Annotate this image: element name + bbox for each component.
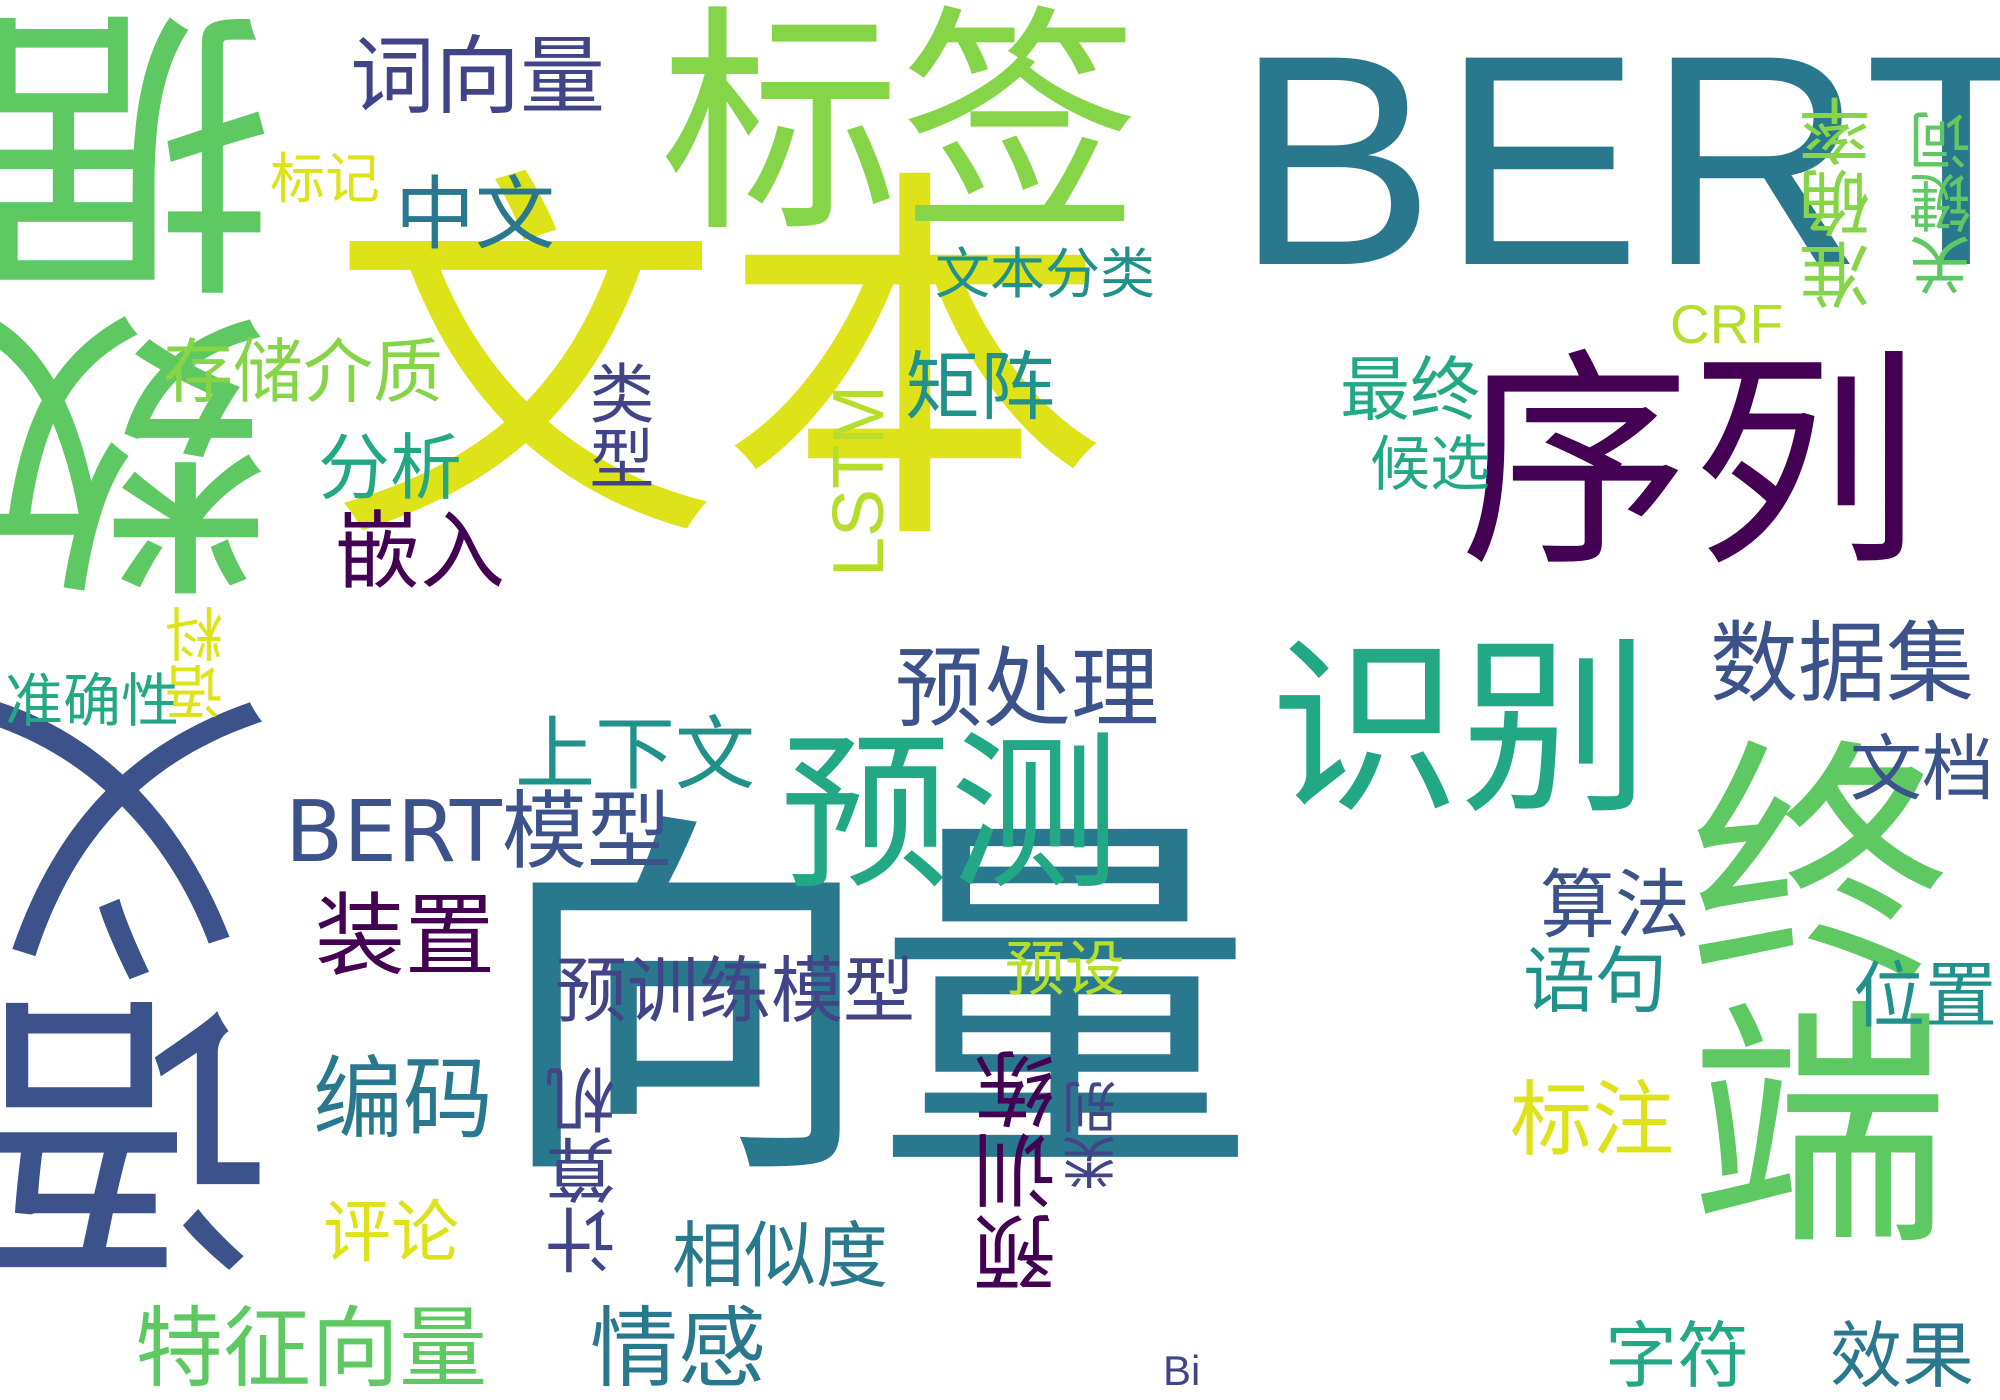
word-zhongduan: 终端 (1644, 730, 1946, 1250)
word-ciyiangliang: 词向量 (350, 28, 606, 127)
word-wenben: 文本 (330, 138, 1110, 592)
word-wenbenfenlei: 文本分类 (935, 242, 1156, 306)
word-shangxiawen: 上下文 (515, 708, 755, 801)
word-zhunquelv: 准确率 (1799, 95, 1883, 311)
word-houxuan: 候选 (1370, 430, 1490, 500)
word-pinglun: 评论 (323, 1194, 460, 1273)
word-xiangliang-big: 向量 (495, 783, 1255, 1226)
word-yuyi: 语义 (0, 690, 324, 1290)
word-juzhen: 矩阵 (905, 343, 1056, 431)
word-crf: CRF (1670, 293, 1784, 355)
word-zhongwen: 中文 (395, 168, 555, 261)
word-guanjianci: 关键词 (1909, 110, 1982, 296)
word-qianru: 嵌入 (335, 503, 506, 602)
word-qinggan: 情感 (590, 1297, 767, 1400)
word-biaozhu: 标注 (1510, 1073, 1675, 1168)
word-xiaoguo: 效果 (1830, 1314, 1975, 1398)
word-shuju: 数据 (0, 5, 324, 605)
word-yuce: 预测 (780, 716, 1121, 914)
word-yuju: 语句 (1523, 939, 1668, 1023)
word-yushe: 预设 (1005, 935, 1125, 1005)
word-cunchu: 存储介质 (163, 331, 443, 413)
word-tezheng: 特征向量 (135, 1297, 488, 1400)
word-yuxunlian: 预训练 (975, 1048, 1070, 1294)
word-zifu: 字符 (1605, 1314, 1750, 1398)
word-suanfa: 算法 (1540, 861, 1691, 949)
word-leibie: 类别 (1062, 1080, 1126, 1190)
word-yuchuli: 预处理 (895, 637, 1160, 740)
word-biaoqian: 标签 (660, 0, 1141, 265)
word-fenxi: 分析 (318, 426, 463, 510)
word-yuxunlianmoxing: 预训练模型 (555, 949, 916, 1033)
word-wendang: 文档 (1850, 727, 1995, 811)
word-shibie: 识别 (1270, 619, 1651, 840)
word-jisuanji: 计算机 (545, 1065, 627, 1275)
word-zhunquexing: 准确性 (5, 667, 180, 735)
word-lstm: LSTM (819, 385, 899, 578)
word-bi: Bi (1163, 1347, 1201, 1394)
word-leixing: 类型 (578, 360, 653, 490)
word-xiangsidu: 相似度 (672, 1214, 889, 1298)
word-zuizhong: 最终 (1340, 349, 1480, 431)
word-shujuji: 数据集 (1710, 612, 1975, 715)
word-bertmoxing: BERT模型 (285, 783, 672, 882)
word-weizhi: 位置 (1853, 954, 1998, 1038)
word-biaoji: 标记 (270, 147, 381, 211)
word-bianma: 编码 (313, 1047, 493, 1152)
word-zhuangzhi: 装置 (315, 884, 495, 989)
word-bert: BERT (1235, 0, 2000, 328)
word-xulie: 序列 (1460, 331, 1921, 598)
